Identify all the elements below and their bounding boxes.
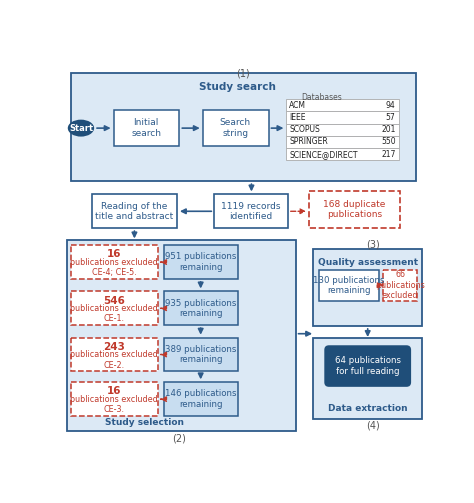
FancyBboxPatch shape [71,73,416,181]
Text: 243: 243 [103,342,125,352]
Text: 217: 217 [381,150,396,159]
FancyBboxPatch shape [71,245,158,279]
Text: Start: Start [69,124,93,133]
FancyBboxPatch shape [113,111,179,146]
FancyBboxPatch shape [383,270,417,301]
Ellipse shape [68,120,94,137]
FancyBboxPatch shape [286,136,399,148]
FancyBboxPatch shape [324,345,411,387]
Text: 16: 16 [107,249,121,260]
Text: Search
string: Search string [219,118,251,138]
Text: 16: 16 [107,386,121,396]
Text: 550: 550 [381,137,396,146]
FancyBboxPatch shape [67,240,296,431]
Text: 935 publications
remaining: 935 publications remaining [165,299,237,318]
Text: Reading of the
title and abstract: Reading of the title and abstract [95,202,173,221]
Text: 146 publications
remaining: 146 publications remaining [165,389,237,409]
FancyBboxPatch shape [71,291,158,325]
FancyBboxPatch shape [309,191,400,228]
FancyBboxPatch shape [202,111,268,146]
FancyBboxPatch shape [286,99,399,111]
Text: Databases: Databases [301,93,342,102]
Text: 201: 201 [381,125,396,134]
Text: (2): (2) [173,434,186,444]
Text: publications excluded
CE-3.: publications excluded CE-3. [71,395,158,414]
FancyBboxPatch shape [164,338,237,371]
Text: 1119 records
identified: 1119 records identified [221,202,281,221]
FancyBboxPatch shape [92,194,177,228]
FancyBboxPatch shape [313,339,422,419]
FancyBboxPatch shape [286,124,399,136]
Text: 130 publications
remaining: 130 publications remaining [313,276,385,295]
Text: (3): (3) [366,239,380,249]
Text: ACM: ACM [290,101,306,110]
Text: SPRINGER: SPRINGER [290,137,328,146]
Text: (4): (4) [366,421,380,431]
Text: publications excluded
CE-1.: publications excluded CE-1. [71,304,158,323]
Text: 546: 546 [103,296,125,306]
Text: 951 publications
remaining: 951 publications remaining [165,253,237,272]
FancyBboxPatch shape [71,382,158,416]
Text: Study selection: Study selection [105,418,184,427]
FancyBboxPatch shape [71,338,158,371]
FancyBboxPatch shape [319,270,379,301]
Text: SCIENCE@DIRECT: SCIENCE@DIRECT [290,150,358,159]
Text: 94: 94 [386,101,396,110]
Text: publications excluded
CE-2.: publications excluded CE-2. [71,350,158,370]
Text: (1): (1) [236,69,250,79]
FancyBboxPatch shape [164,382,237,416]
Text: 57: 57 [386,113,396,122]
FancyBboxPatch shape [164,245,237,279]
Text: SCOPUS: SCOPUS [290,125,320,134]
Text: Data extraction: Data extraction [328,404,408,413]
Text: 168 duplicate
publications: 168 duplicate publications [323,200,386,219]
Text: Study search: Study search [199,82,276,92]
Text: Initial
search: Initial search [131,118,161,138]
Text: 66
publications
excluded: 66 publications excluded [376,270,425,300]
FancyBboxPatch shape [286,111,399,124]
Text: publications excluded
CE-4; CE-5.: publications excluded CE-4; CE-5. [71,258,158,277]
Text: 389 publications
remaining: 389 publications remaining [165,345,237,364]
Text: 64 publications
for full reading: 64 publications for full reading [335,356,401,376]
Text: Quality assessment: Quality assessment [318,258,418,267]
FancyBboxPatch shape [286,148,399,160]
Text: IEEE: IEEE [290,113,306,122]
FancyBboxPatch shape [164,291,237,325]
FancyBboxPatch shape [214,194,288,228]
FancyBboxPatch shape [313,249,422,326]
